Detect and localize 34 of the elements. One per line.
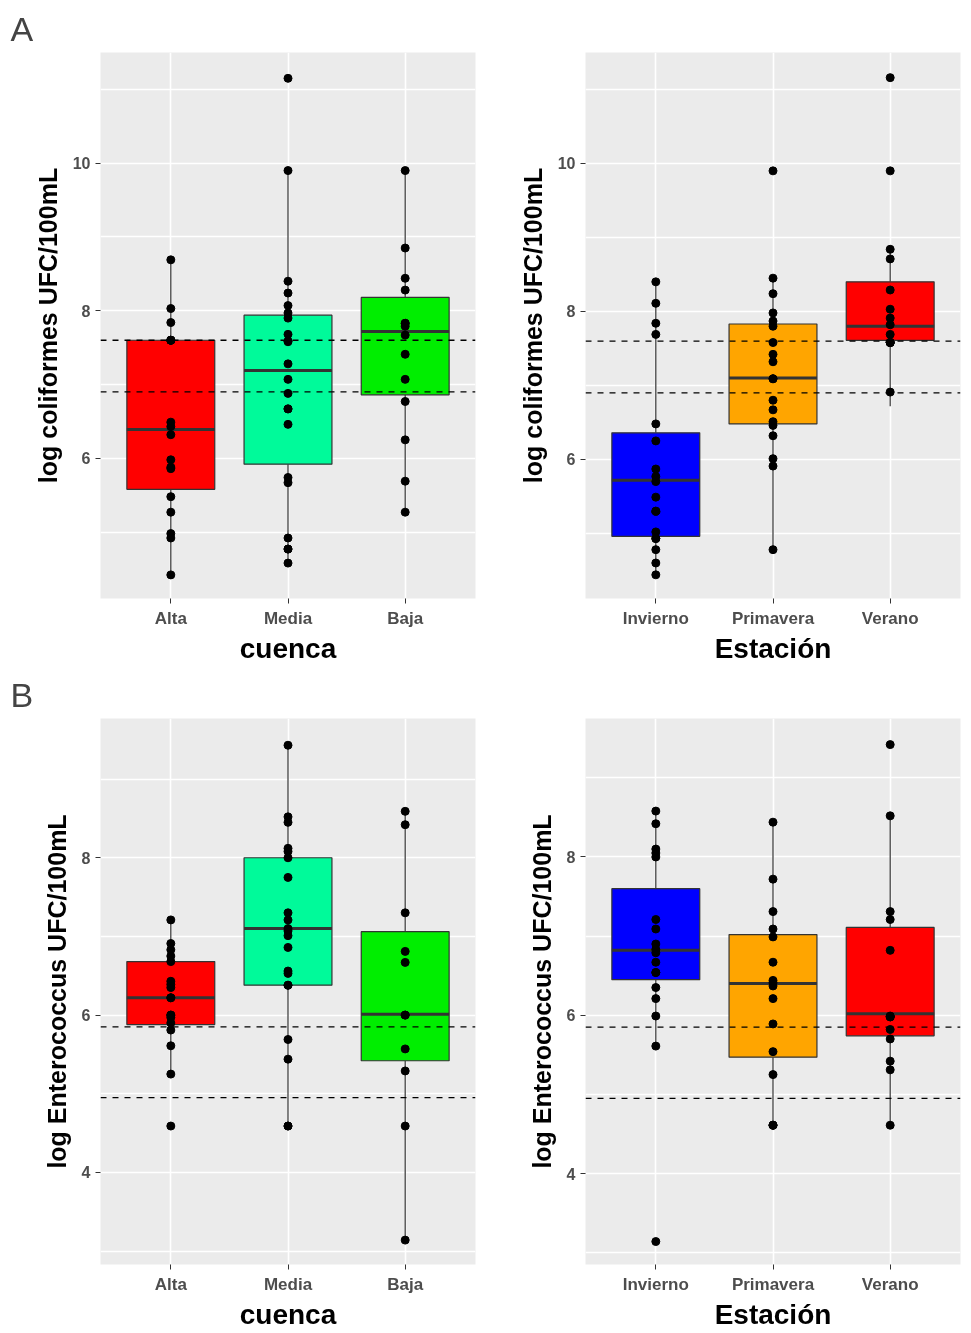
y-tick-label: 8 bbox=[566, 303, 576, 321]
text: B bbox=[10, 675, 34, 714]
y-tick-label: 6 bbox=[81, 450, 91, 468]
x-tick-label: Invierno bbox=[622, 1274, 689, 1294]
y-axis-title: log coliformes UFC/100mL bbox=[33, 167, 62, 484]
x-tick-label: Baja bbox=[387, 608, 424, 628]
x-tick-label: Baja bbox=[387, 1274, 424, 1294]
y-tick-label: 10 bbox=[72, 155, 91, 173]
x-axis-title: Estación bbox=[714, 1298, 832, 1330]
x-axis-title: Estación bbox=[714, 632, 832, 664]
x-tick-label: Primavera bbox=[731, 608, 815, 628]
y-tick-label: 6 bbox=[566, 1007, 576, 1025]
x-axis-title: cuenca bbox=[239, 632, 337, 664]
y-tick-label: 8 bbox=[81, 302, 91, 320]
text: A bbox=[10, 9, 34, 48]
x-tick-label: Verano bbox=[861, 608, 919, 628]
y-tick-label: 4 bbox=[81, 1164, 91, 1182]
y-tick-label: 8 bbox=[81, 849, 91, 867]
x-tick-label: Primavera bbox=[731, 1274, 815, 1294]
y-axis-title: log coliformes UFC/100mL bbox=[518, 167, 547, 484]
x-tick-label: Verano bbox=[861, 1274, 919, 1294]
y-axis-title: log Enterococcus UFC/100mL bbox=[42, 814, 71, 1169]
x-tick-label: Invierno bbox=[622, 608, 689, 628]
y-tick-label: 4 bbox=[566, 1165, 576, 1183]
y-tick-label: 6 bbox=[566, 451, 576, 469]
y-tick-label: 6 bbox=[81, 1007, 91, 1025]
y-tick-label: 10 bbox=[557, 155, 576, 173]
y-axis-title: log Enterococcus UFC/100mL bbox=[527, 814, 556, 1169]
x-tick-label: Media bbox=[263, 608, 313, 628]
x-tick-label: Alta bbox=[154, 608, 188, 628]
x-axis-title: cuenca bbox=[239, 1298, 337, 1330]
y-tick-label: 8 bbox=[566, 848, 576, 866]
x-tick-label: Media bbox=[263, 1274, 313, 1294]
x-tick-label: Alta bbox=[154, 1274, 188, 1294]
